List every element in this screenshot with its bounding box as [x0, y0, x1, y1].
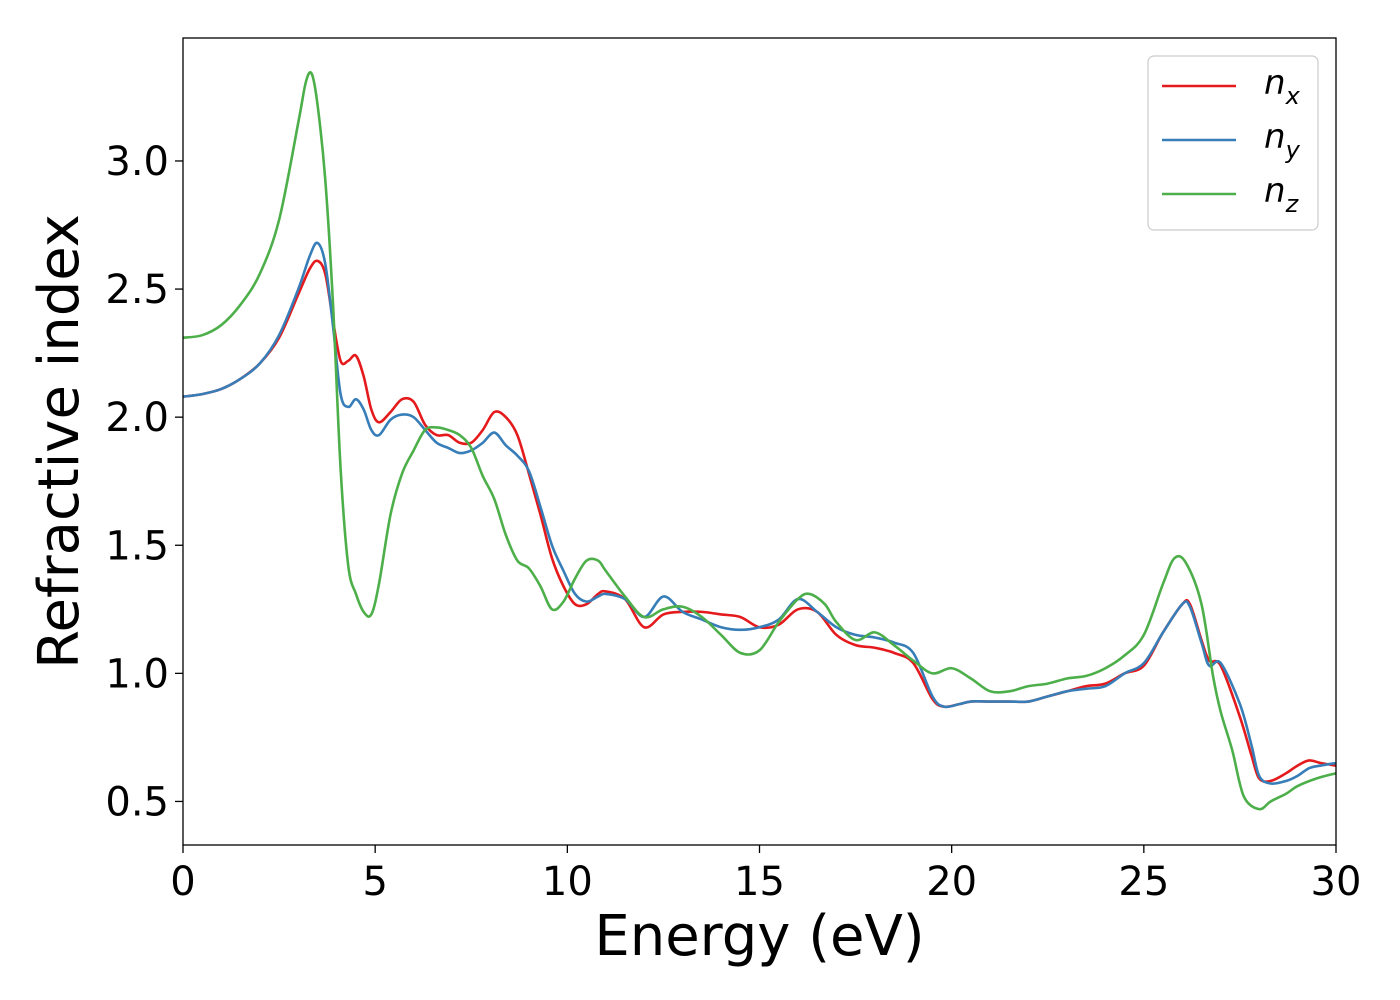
- y-axis-title: Refractive index: [27, 214, 92, 669]
- series-line-ny: [183, 241, 1336, 785]
- y-tick-label: 3.0: [105, 139, 169, 185]
- y-tick-label: 2.5: [105, 267, 169, 313]
- x-tick-label: 5: [362, 859, 387, 905]
- x-tick-label: 15: [734, 859, 785, 905]
- x-tick-label: 20: [926, 859, 977, 905]
- y-tick-label: 2.0: [105, 395, 169, 441]
- x-tick-label: 25: [1118, 859, 1169, 905]
- legend-label-subscript: x: [1285, 82, 1301, 110]
- x-tick-label: 30: [1311, 859, 1362, 905]
- legend-label-main: n: [1264, 171, 1286, 211]
- legend-label-ny: ny: [1264, 117, 1301, 164]
- legend-label-main: n: [1264, 117, 1286, 157]
- x-axis-title: Energy (eV): [594, 904, 924, 969]
- series-line-nz: [183, 71, 1336, 811]
- legend-label-nz: nz: [1264, 171, 1300, 218]
- legend-label-nx: nx: [1264, 63, 1301, 110]
- y-tick-label: 1.0: [105, 651, 169, 697]
- y-axis-ticks: 0.5 1.0 1.5 2.0 2.5 3.0: [105, 139, 183, 825]
- y-tick-label: 0.5: [105, 779, 169, 825]
- x-tick-label: 10: [542, 859, 593, 905]
- x-tick-label: 0: [170, 859, 195, 905]
- y-tick-label: 1.5: [105, 523, 169, 569]
- legend-box: [1147, 55, 1319, 231]
- x-axis-ticks: 0 5 10 15 20 25 30: [170, 845, 1361, 905]
- legend-label-main: n: [1264, 63, 1286, 103]
- legend-label-subscript: y: [1285, 136, 1301, 164]
- legend-label-subscript: z: [1285, 190, 1300, 218]
- plot-lines: [183, 71, 1336, 811]
